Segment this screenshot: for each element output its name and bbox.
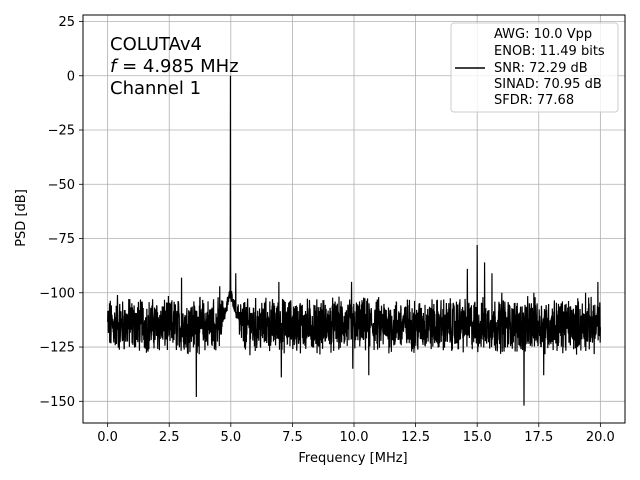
x-tick-label: 15.0 (463, 430, 492, 445)
y-tick-label: −100 (39, 286, 75, 301)
y-tick-label: −25 (48, 124, 75, 139)
legend-line-4: SINAD: 70.95 dB (494, 77, 602, 92)
y-tick-label: 0 (67, 69, 75, 84)
legend-line-1: AWG: 10.0 Vpp (494, 27, 592, 42)
annotation-channel: Channel 1 (110, 78, 201, 99)
y-tick-label: 25 (58, 15, 75, 30)
plot-area (107, 75, 601, 406)
annotation-frequency-value: = 4.985 MHz (116, 56, 238, 77)
x-tick-label: 17.5 (524, 430, 553, 445)
y-tick-label: −75 (48, 232, 75, 247)
x-tick-label: 12.5 (401, 430, 430, 445)
y-tick-label: −125 (39, 341, 75, 356)
legend: AWG: 10.0 Vpp ENOB: 11.49 bits SNR: 72.2… (450, 22, 619, 113)
psd-series-line (107, 75, 601, 406)
y-axis-label: PSD [dB] (14, 189, 29, 247)
y-tick-label: −50 (48, 178, 75, 193)
x-tick-label: 7.5 (282, 430, 303, 445)
annotation-frequency-var: f (110, 56, 119, 77)
x-tick-label: 10.0 (340, 430, 369, 445)
legend-line-3: SNR: 72.29 dB (494, 61, 588, 76)
y-axis-ticks: 25 0 −25 −50 −75 −100 −125 −150 (39, 15, 83, 410)
legend-box (450, 22, 619, 113)
x-axis-label: Frequency [MHz] (298, 451, 407, 466)
annotation-device: COLUTAv4 (110, 34, 202, 55)
x-tick-label: 0.0 (97, 430, 118, 445)
x-axis-ticks: 0.0 2.5 5.0 7.5 10.0 12.5 15.0 17.5 20.0 (97, 423, 615, 445)
y-tick-label: −150 (39, 395, 75, 410)
x-tick-label: 5.0 (220, 430, 241, 445)
x-tick-label: 2.5 (159, 430, 180, 445)
annotation: COLUTAv4 f = 4.985 MHz Channel 1 (110, 34, 239, 99)
x-tick-label: 20.0 (586, 430, 615, 445)
legend-line-2: ENOB: 11.49 bits (494, 44, 605, 59)
legend-line-5: SFDR: 77.68 (494, 93, 574, 108)
annotation-frequency: f = 4.985 MHz (110, 56, 239, 77)
